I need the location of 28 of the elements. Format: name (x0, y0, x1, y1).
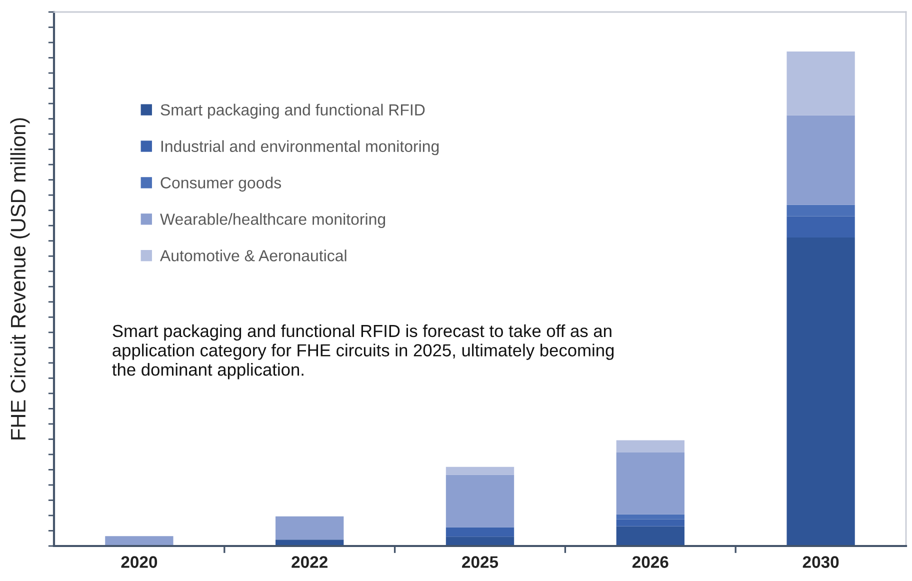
bar (446, 536, 514, 546)
x-tick-label: 2026 (632, 556, 668, 568)
bar (446, 527, 514, 537)
bar (786, 115, 855, 205)
bar (616, 519, 684, 526)
bar (276, 516, 344, 540)
bar (616, 526, 684, 546)
bar (446, 474, 514, 528)
bar (786, 52, 855, 116)
bar (786, 204, 855, 216)
x-tick-label: 2025 (462, 556, 498, 568)
y-axis-title: FHE Circuit Revenue (USD million) (10, 118, 30, 440)
x-tick-label: 2030 (802, 556, 839, 568)
legend-label: Smart packaging and functional RFID (160, 104, 425, 119)
bar (786, 237, 855, 546)
bar (786, 216, 855, 238)
legend-label: Wearable/healthcare monitoring (160, 213, 386, 228)
legend-label: Industrial and environmental monitoring (161, 140, 439, 156)
legend-label: Automotive & Aeronautical (160, 250, 346, 262)
bar (616, 440, 684, 453)
bar (616, 452, 684, 514)
legend-label: Consumer goods (160, 176, 282, 192)
bar (446, 466, 514, 475)
annotation: Smart packaging and functional RFID is forecast to take off as an application category for FHE circuits in 2025, ultimately becoming the dominant application. (112, 324, 614, 380)
x-tick-label: 2022 (292, 556, 328, 568)
bar (105, 536, 174, 546)
x-tick-label: 2020 (121, 556, 158, 568)
bar (616, 514, 684, 520)
